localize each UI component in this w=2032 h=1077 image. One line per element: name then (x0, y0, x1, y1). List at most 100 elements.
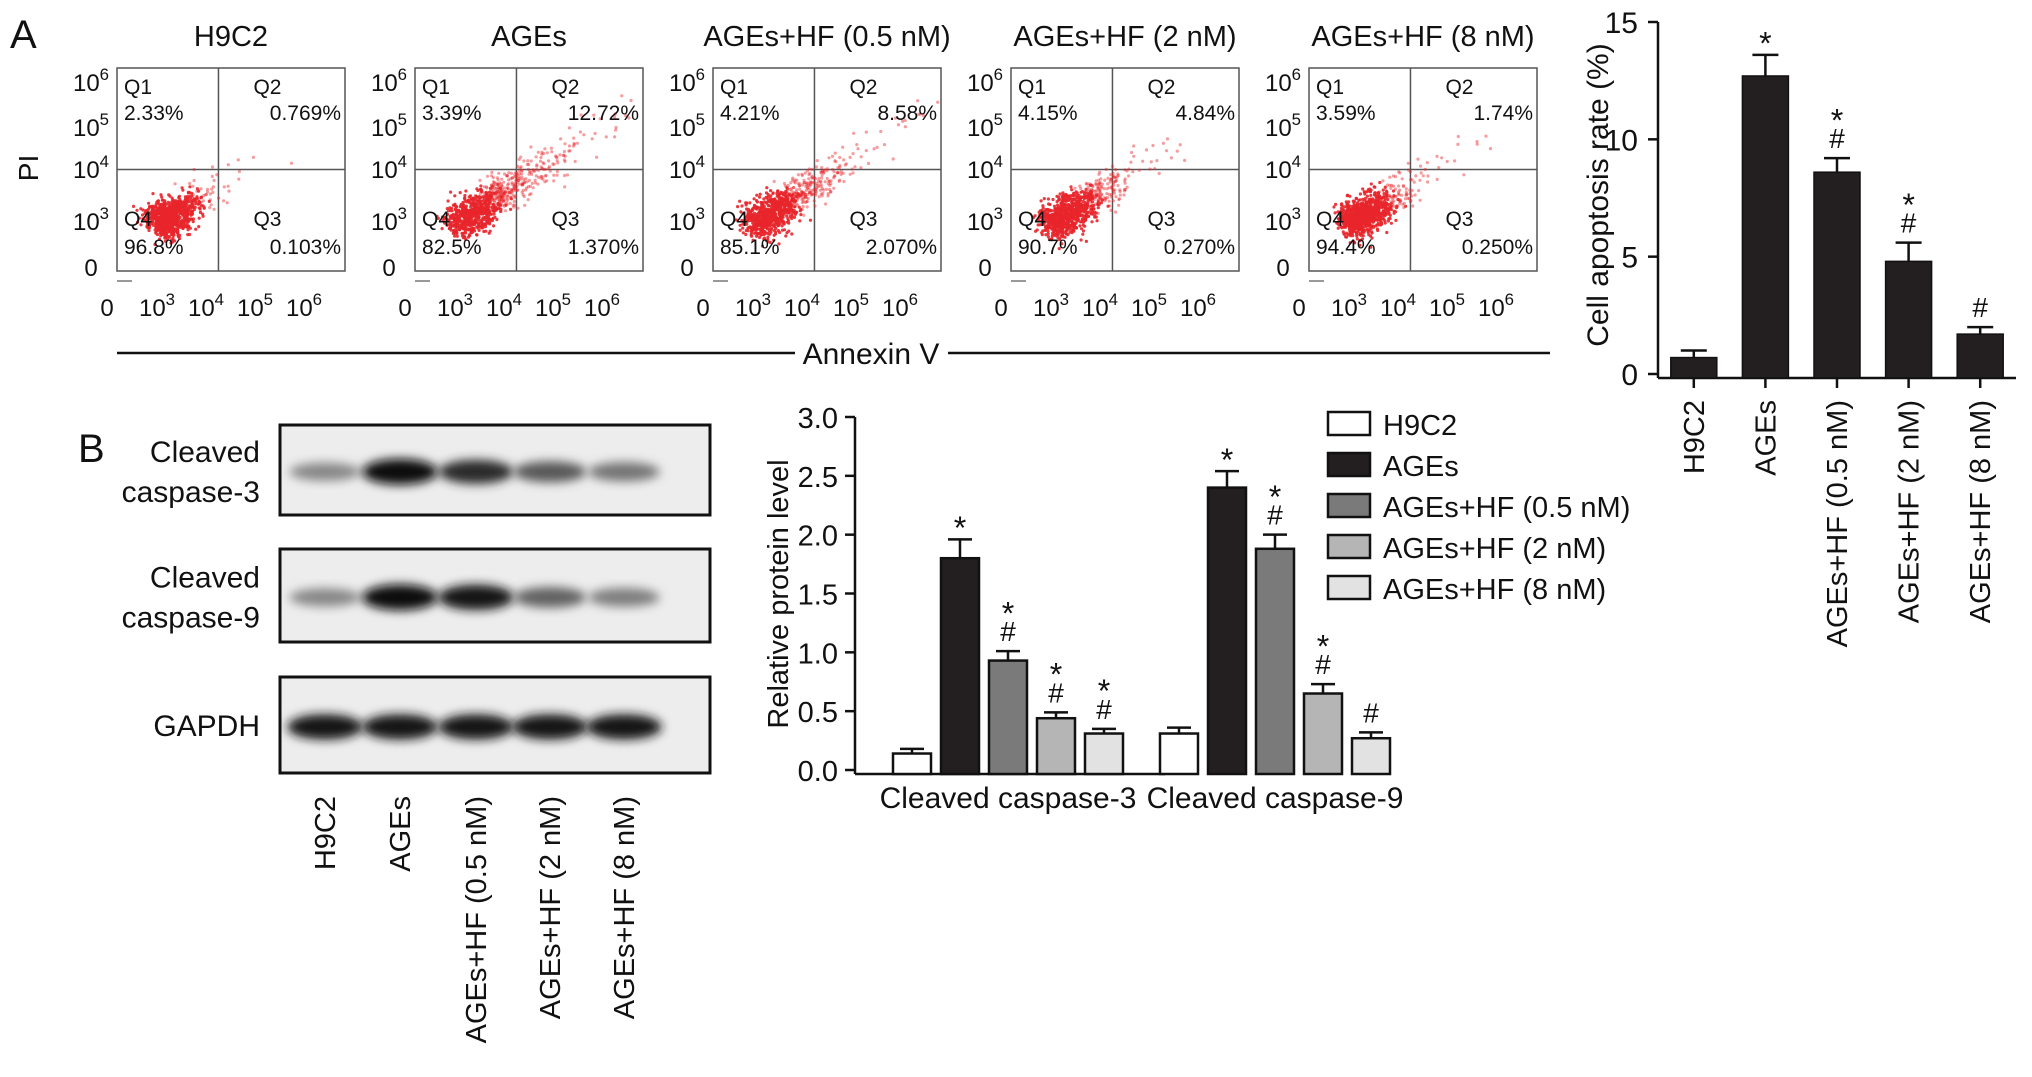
apop-bar (1813, 171, 1861, 379)
flow-y-tick-label: 0 (84, 255, 97, 282)
blot-row-label: Cleaved (150, 436, 260, 469)
legend-entry: AGEs+HF (2 nM) (1383, 533, 1606, 565)
prot-y-tick-label: 0.5 (798, 697, 838, 729)
prot-bar (1083, 732, 1125, 776)
legend-swatch (1326, 451, 1372, 478)
q4-value: 96.8% (124, 236, 184, 259)
q2-value: 1.74% (1473, 102, 1533, 125)
blot-row-1: Cleaved caspase-9 (122, 547, 712, 644)
flow-y-tick-label: 104 (1265, 152, 1301, 184)
flow-x-tick-label: 105 (833, 290, 869, 322)
flow-x-tick-label: 0 (100, 295, 113, 322)
blot-band (289, 462, 361, 481)
flow-y-tick-label: 103 (967, 204, 1003, 236)
flow-y-tick-label: 106 (73, 65, 109, 97)
flow-y-tick-label: 105 (669, 110, 705, 142)
blot-band (513, 461, 587, 483)
q2-value: 4.84% (1175, 102, 1235, 125)
apop-bar (1741, 75, 1790, 379)
blot-row-label: caspase-9 (122, 602, 260, 635)
flow-dot-cloud (1332, 134, 1493, 249)
flow-dot-cloud (1032, 137, 1187, 251)
apop-x-tick-label: AGEs (1750, 400, 1782, 476)
q1-name: Q1 (720, 76, 748, 99)
flow-plot-title: H9C2 (194, 21, 268, 53)
flow-y-tick-label: 106 (371, 65, 407, 97)
prot-bar (1206, 486, 1248, 776)
flow-y-tick-label: 106 (967, 65, 1003, 97)
blot-band (588, 462, 660, 482)
blot-band (362, 714, 438, 740)
flow-x-tick-label: 106 (882, 290, 918, 322)
flow-x-tick-label: 104 (1380, 290, 1416, 322)
flow-y-axis-label: PI (13, 155, 44, 181)
flow-y-tick-label: 105 (371, 110, 407, 142)
prot-y-axis-label: Relative protein level (763, 459, 795, 728)
q4-name: Q4 (124, 208, 152, 231)
apop-y-tick-label: 0 (1621, 359, 1638, 392)
panel-label-b: B (78, 427, 105, 471)
flow-x-tick-label: 0 (994, 295, 1007, 322)
western-blot: Cleaved caspase-3 Cleaved caspase-9 GAPDH H9C… (122, 423, 712, 1043)
q1-name: Q1 (422, 76, 450, 99)
prot-bar (987, 659, 1029, 776)
flow-x-tick-label: 104 (486, 290, 522, 322)
prot-y-tick-label: 0.0 (798, 756, 838, 788)
q1-value: 4.15% (1018, 102, 1078, 125)
q3-value: 0.270% (1164, 236, 1235, 259)
legend-swatch (1326, 492, 1372, 519)
prot-significance-0: * (1317, 628, 1330, 664)
flow-y-tick-label: 104 (73, 152, 109, 184)
apop-significance-1: # (1829, 123, 1845, 154)
flow-plot-title: AGEs+HF (8 nM) (1311, 21, 1534, 53)
apop-x-tick-label: AGEs+HF (0.5 nM) (1822, 400, 1854, 647)
flow-x-tick-label: 103 (437, 290, 473, 322)
prot-significance-0: # (1363, 697, 1379, 728)
flow-cytometry-panels: PI H9C2 Q1 2.33% Q2 0.769% Q4 96.8% Q3 0.103% 0 103… (13, 21, 1550, 371)
apop-significance-0: # (1972, 292, 1988, 323)
q1-value: 2.33% (124, 102, 184, 125)
q2-value: 0.769% (270, 102, 341, 125)
flow-y-tick-label: 104 (669, 152, 705, 184)
q1-value: 4.21% (720, 102, 780, 125)
flow-y-tick-label: 103 (669, 204, 705, 236)
q4-name: Q4 (720, 208, 748, 231)
flow-y-tick-label: 104 (371, 152, 407, 184)
flow-x-tick-label: 105 (1131, 290, 1167, 322)
q3-name: Q3 (1147, 208, 1175, 231)
blot-row-label: Cleaved (150, 562, 260, 595)
q2-name: Q2 (551, 76, 579, 99)
legend-entry: AGEs (1383, 451, 1459, 483)
prot-significance-0: * (1098, 673, 1111, 709)
blot-lane-label: AGEs+HF (0.5 nM) (461, 796, 493, 1043)
flow-x-tick-label: 106 (584, 290, 620, 322)
blot-band (287, 714, 363, 740)
prot-y-tick-label: 1.0 (798, 638, 838, 670)
flow-plot-3: AGEs+HF (2 nM) Q1 4.15% Q24.84% Q4 90.7% Q3 0.2… (967, 21, 1240, 322)
flow-y-tick-label: 0 (1276, 255, 1289, 282)
blot-lane-label: AGEs+HF (2 nM) (535, 796, 567, 1019)
flow-x-tick-label: 106 (1180, 290, 1216, 322)
apop-significance-0: * (1902, 187, 1915, 223)
prot-bar (1035, 716, 1077, 776)
blot-lane-label: AGEs (385, 796, 417, 872)
prot-significance-1: # (1267, 500, 1283, 531)
flow-y-tick-label: 104 (967, 152, 1003, 184)
q3-name: Q3 (849, 208, 877, 231)
flow-plot-4: AGEs+HF (8 nM) Q1 3.59% Q21.74% Q4 94.4% Q3 0.2… (1265, 21, 1538, 322)
prot-significance-0: * (1269, 479, 1282, 515)
blot-lane-label: H9C2 (310, 796, 342, 870)
q1-value: 3.59% (1316, 102, 1376, 125)
blot-band (513, 587, 587, 608)
flow-x-tick-label: 105 (535, 290, 571, 322)
flow-x-tick-label: 103 (1033, 290, 1069, 322)
prot-bar (1350, 736, 1392, 776)
q1-name: Q1 (1018, 76, 1046, 99)
flow-plot-title: AGEs (491, 21, 567, 53)
flow-x-tick-label: 104 (188, 290, 224, 322)
prot-significance-0: * (1221, 442, 1234, 478)
prot-bar (891, 752, 933, 776)
prot-significance-1: # (1096, 694, 1112, 725)
q4-value: 90.7% (1018, 236, 1078, 259)
